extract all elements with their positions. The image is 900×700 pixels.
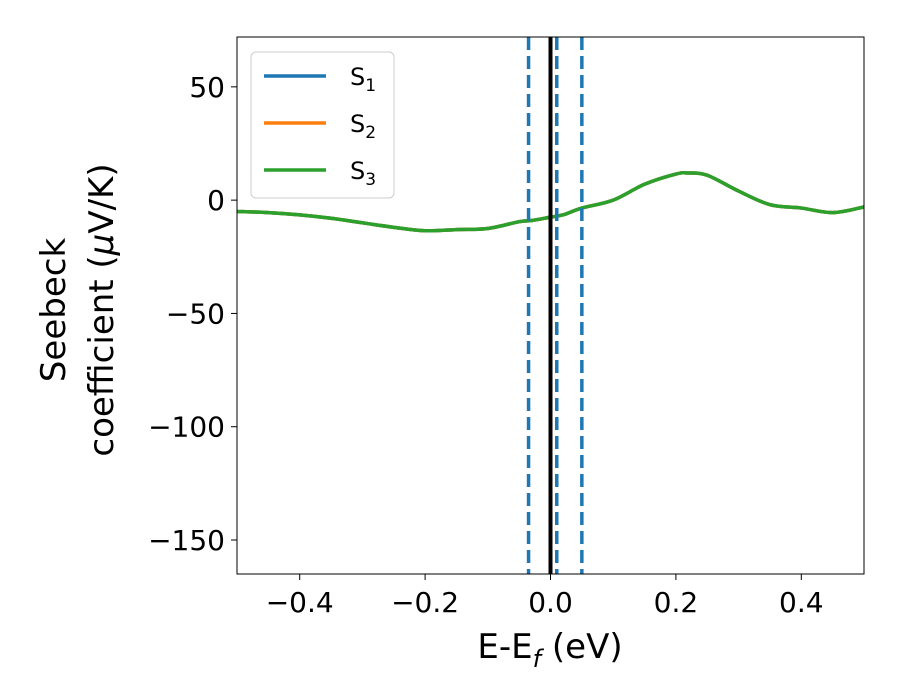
x-axis-title: E-Ef (eV) bbox=[477, 627, 622, 673]
legend-label-S2: S2 bbox=[350, 110, 376, 143]
x-tick-label: 0.4 bbox=[779, 586, 824, 619]
x-tick-label: 0.2 bbox=[654, 586, 699, 619]
y-tick-label: 0 bbox=[207, 184, 225, 217]
y-axis-ticks: 50 0 −50 −100 −150 bbox=[148, 71, 237, 557]
x-tick-label: 0.0 bbox=[528, 586, 573, 619]
y-axis-title-line1: Seebeck bbox=[34, 238, 74, 383]
vline-layer bbox=[526, 37, 584, 574]
x-axis-ticks: −0.4 −0.2 0.0 0.2 0.4 bbox=[266, 574, 824, 619]
legend-label-S1: S1 bbox=[350, 63, 376, 96]
legend-frame bbox=[250, 51, 395, 199]
legend: S1 S2 S3 bbox=[250, 51, 395, 199]
y-axis-title-line2: coefficient (μV/K) bbox=[82, 163, 122, 456]
legend-label-S3: S3 bbox=[350, 157, 376, 190]
x-tick-label: −0.2 bbox=[391, 586, 459, 619]
y-tick-label: −100 bbox=[148, 411, 225, 444]
x-tick-label: −0.4 bbox=[266, 586, 334, 619]
y-tick-label: −150 bbox=[148, 524, 225, 557]
y-tick-label: 50 bbox=[189, 71, 225, 104]
y-tick-label: −50 bbox=[166, 297, 225, 330]
